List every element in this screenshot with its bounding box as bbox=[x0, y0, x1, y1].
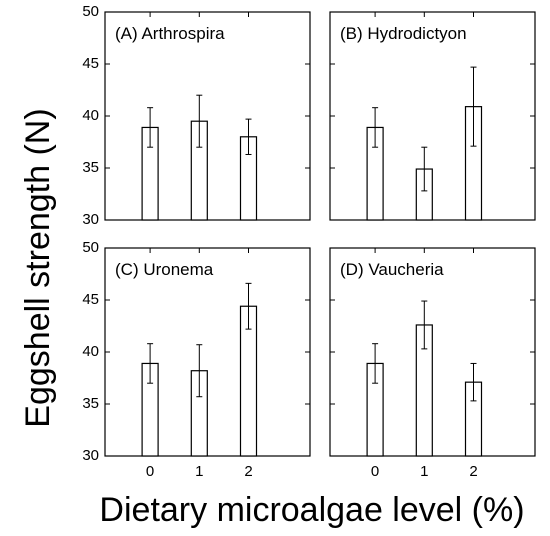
y-tick-label: 35 bbox=[82, 159, 99, 176]
y-tick-label: 50 bbox=[82, 239, 99, 256]
y-tick-label: 40 bbox=[82, 343, 99, 360]
x-axis-title: Dietary microalgae level (%) bbox=[99, 491, 524, 529]
y-axis-title: Eggshell strength (N) bbox=[19, 108, 57, 427]
y-tick-label: 45 bbox=[82, 291, 99, 308]
y-tick-label: 40 bbox=[82, 107, 99, 124]
x-tick-label: 2 bbox=[244, 463, 252, 480]
panels: 30 35 40 45 50 (A) Arthrospira (B) Hydrodictyo… bbox=[82, 3, 536, 480]
x-tick-label: 1 bbox=[195, 463, 203, 480]
y-tick-label: 45 bbox=[82, 55, 99, 72]
y-tick-label: 30 bbox=[82, 211, 99, 228]
x-tick-label: 0 bbox=[371, 463, 379, 480]
panel-0: 30 35 40 45 50 (A) Arthrospira bbox=[82, 3, 311, 228]
panel-title: (B) Hydrodictyon bbox=[340, 24, 467, 43]
x-tick-label: 2 bbox=[469, 463, 477, 480]
y-tick-label: 35 bbox=[82, 395, 99, 412]
panel-title: (A) Arthrospira bbox=[115, 24, 225, 43]
panel-title: (C) Uronema bbox=[115, 260, 214, 279]
x-tick-label: 1 bbox=[420, 463, 428, 480]
panel-2: 30 35 40 45 50 0 1 2 (C) Uronema bbox=[82, 239, 311, 480]
x-tick-label: 0 bbox=[146, 463, 154, 480]
panel-1: (B) Hydrodictyon bbox=[329, 11, 536, 221]
y-tick-label: 30 bbox=[82, 447, 99, 464]
panel-title: (D) Vaucheria bbox=[340, 260, 444, 279]
panel-3: 0 1 2 (D) Vaucheria bbox=[329, 247, 536, 480]
y-tick-label: 50 bbox=[82, 3, 99, 20]
